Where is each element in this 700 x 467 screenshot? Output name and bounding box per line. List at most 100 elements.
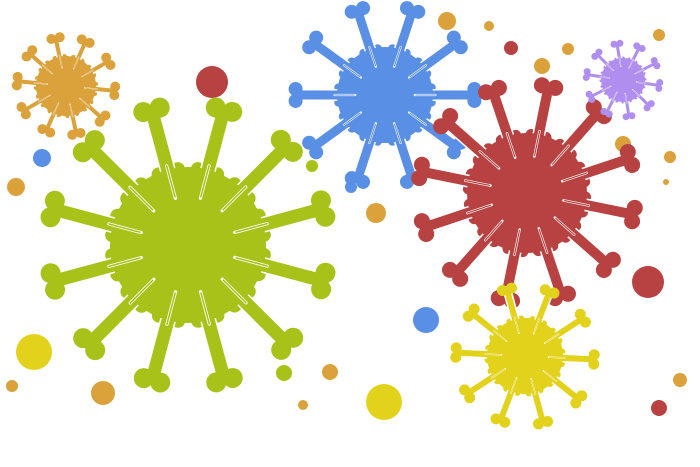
virus-groove-fill xyxy=(200,292,211,325)
virus-spike-tip xyxy=(490,79,507,96)
virus-spike-tip xyxy=(344,171,359,186)
virus-spike-tip xyxy=(16,102,27,113)
virus-spike-tip xyxy=(626,199,643,216)
virus-groove-fill xyxy=(612,92,617,101)
virus-groove-fill xyxy=(545,333,559,344)
virus-body xyxy=(467,133,587,253)
virus-spike-tip xyxy=(579,316,591,328)
virus-spike-tip xyxy=(133,102,154,123)
virus-spike-tip xyxy=(21,51,32,62)
virus-spike-tip xyxy=(628,112,636,120)
virus-spike-tip xyxy=(411,170,428,187)
virus-spike-tip xyxy=(302,135,317,150)
virus-groove-fill xyxy=(551,145,570,165)
virus-spike-tip xyxy=(67,129,78,140)
virus-spike-tip xyxy=(588,96,596,104)
virus-groove-fill xyxy=(534,130,541,156)
virus-spike-tip xyxy=(446,145,461,160)
virus-groove-fill xyxy=(530,379,536,395)
virus-groove-fill xyxy=(464,179,490,186)
dot xyxy=(664,151,676,163)
virus-groove-fill xyxy=(409,112,427,126)
virus-spike-tip xyxy=(110,81,121,92)
virus-spike-tip xyxy=(40,207,61,228)
virus-spike-tip xyxy=(616,39,624,47)
virus-groove-fill xyxy=(129,279,154,304)
virus-spike-tip xyxy=(109,90,120,101)
virus-groove-fill xyxy=(129,186,154,211)
dot xyxy=(306,160,318,172)
virus-spike-tip xyxy=(496,285,508,297)
virus-groove-fill xyxy=(466,204,492,214)
virus-spike-tip xyxy=(101,52,112,63)
virus-spike-tip xyxy=(583,68,591,76)
virus-groove-fill xyxy=(538,228,548,254)
dot xyxy=(196,66,228,98)
virus-groove-fill xyxy=(343,112,361,126)
virus-spike-tip xyxy=(309,30,324,45)
virus-groove-fill xyxy=(409,64,427,78)
virus-spike-tip xyxy=(574,308,586,320)
virus-groove-fill xyxy=(484,221,503,241)
virus-groove-fill xyxy=(514,317,520,333)
virus-body xyxy=(487,318,563,394)
virus-spike-tip xyxy=(588,349,600,361)
virus-spike-tip xyxy=(315,206,336,227)
virus-spike-tip xyxy=(582,73,590,81)
dot xyxy=(504,41,518,55)
virus-spike-tip xyxy=(464,392,476,404)
virus-groove-fill xyxy=(108,257,141,268)
virus-spike-tip xyxy=(72,142,93,163)
virus-spike-tip xyxy=(459,384,471,396)
virus-spike-tip xyxy=(467,82,482,97)
virus-spike-tip xyxy=(450,351,462,363)
virus-groove-fill xyxy=(625,93,628,104)
virus-groove-fill xyxy=(543,370,557,382)
virus-spike-tip xyxy=(539,284,551,296)
virus-spike-tip xyxy=(591,52,599,60)
dot xyxy=(366,203,386,223)
virus-spike-tip xyxy=(44,190,65,211)
dot xyxy=(298,400,308,410)
virus-spike-tip xyxy=(452,270,469,287)
virus-spike-tip xyxy=(624,213,641,230)
virus-groove-fill xyxy=(618,56,621,67)
virus-spike-tip xyxy=(46,34,57,45)
dot xyxy=(366,384,402,420)
virus-spike-tip xyxy=(559,285,576,302)
virus-groove-fill xyxy=(636,81,647,84)
virus-spike-tip xyxy=(222,101,243,122)
virus-groove-fill xyxy=(393,123,402,144)
virus-groove-fill xyxy=(343,64,361,78)
virus-spike-tip xyxy=(490,413,502,425)
dot xyxy=(16,334,52,370)
virus-groove-fill xyxy=(235,257,268,267)
virus-spike-tip xyxy=(105,59,116,70)
virus-spike-tip xyxy=(453,40,468,55)
virus-spike-tip xyxy=(85,340,106,361)
virus-spike-tip xyxy=(533,77,550,94)
virus-groove-fill xyxy=(59,54,63,68)
virus-groove-fill xyxy=(222,186,247,211)
virus-spike-tip xyxy=(622,113,630,121)
virus-spike-tip xyxy=(656,79,664,87)
virus-spike-tip xyxy=(356,174,371,189)
virus-spike-tip xyxy=(288,82,303,97)
virus-groove-fill xyxy=(368,46,377,67)
virus-groove-fill xyxy=(602,86,611,91)
virus-groove-fill xyxy=(479,150,499,169)
virus-spike-tip xyxy=(548,287,560,299)
virus-groove-fill xyxy=(506,132,516,158)
lavender-virus xyxy=(582,39,664,121)
virus-spike-tip xyxy=(288,93,303,108)
dot xyxy=(562,43,574,55)
virus-spike-tip xyxy=(633,42,641,50)
virus-groove-fill xyxy=(80,98,90,108)
dot xyxy=(673,373,687,387)
virus-spike-tip xyxy=(270,129,291,150)
virus-groove-fill xyxy=(533,318,540,334)
virus-spike-tip xyxy=(600,107,608,115)
virus-spike-tip xyxy=(12,71,23,82)
virus-spike-tip xyxy=(588,358,600,370)
virus-spike-tip xyxy=(356,1,371,16)
